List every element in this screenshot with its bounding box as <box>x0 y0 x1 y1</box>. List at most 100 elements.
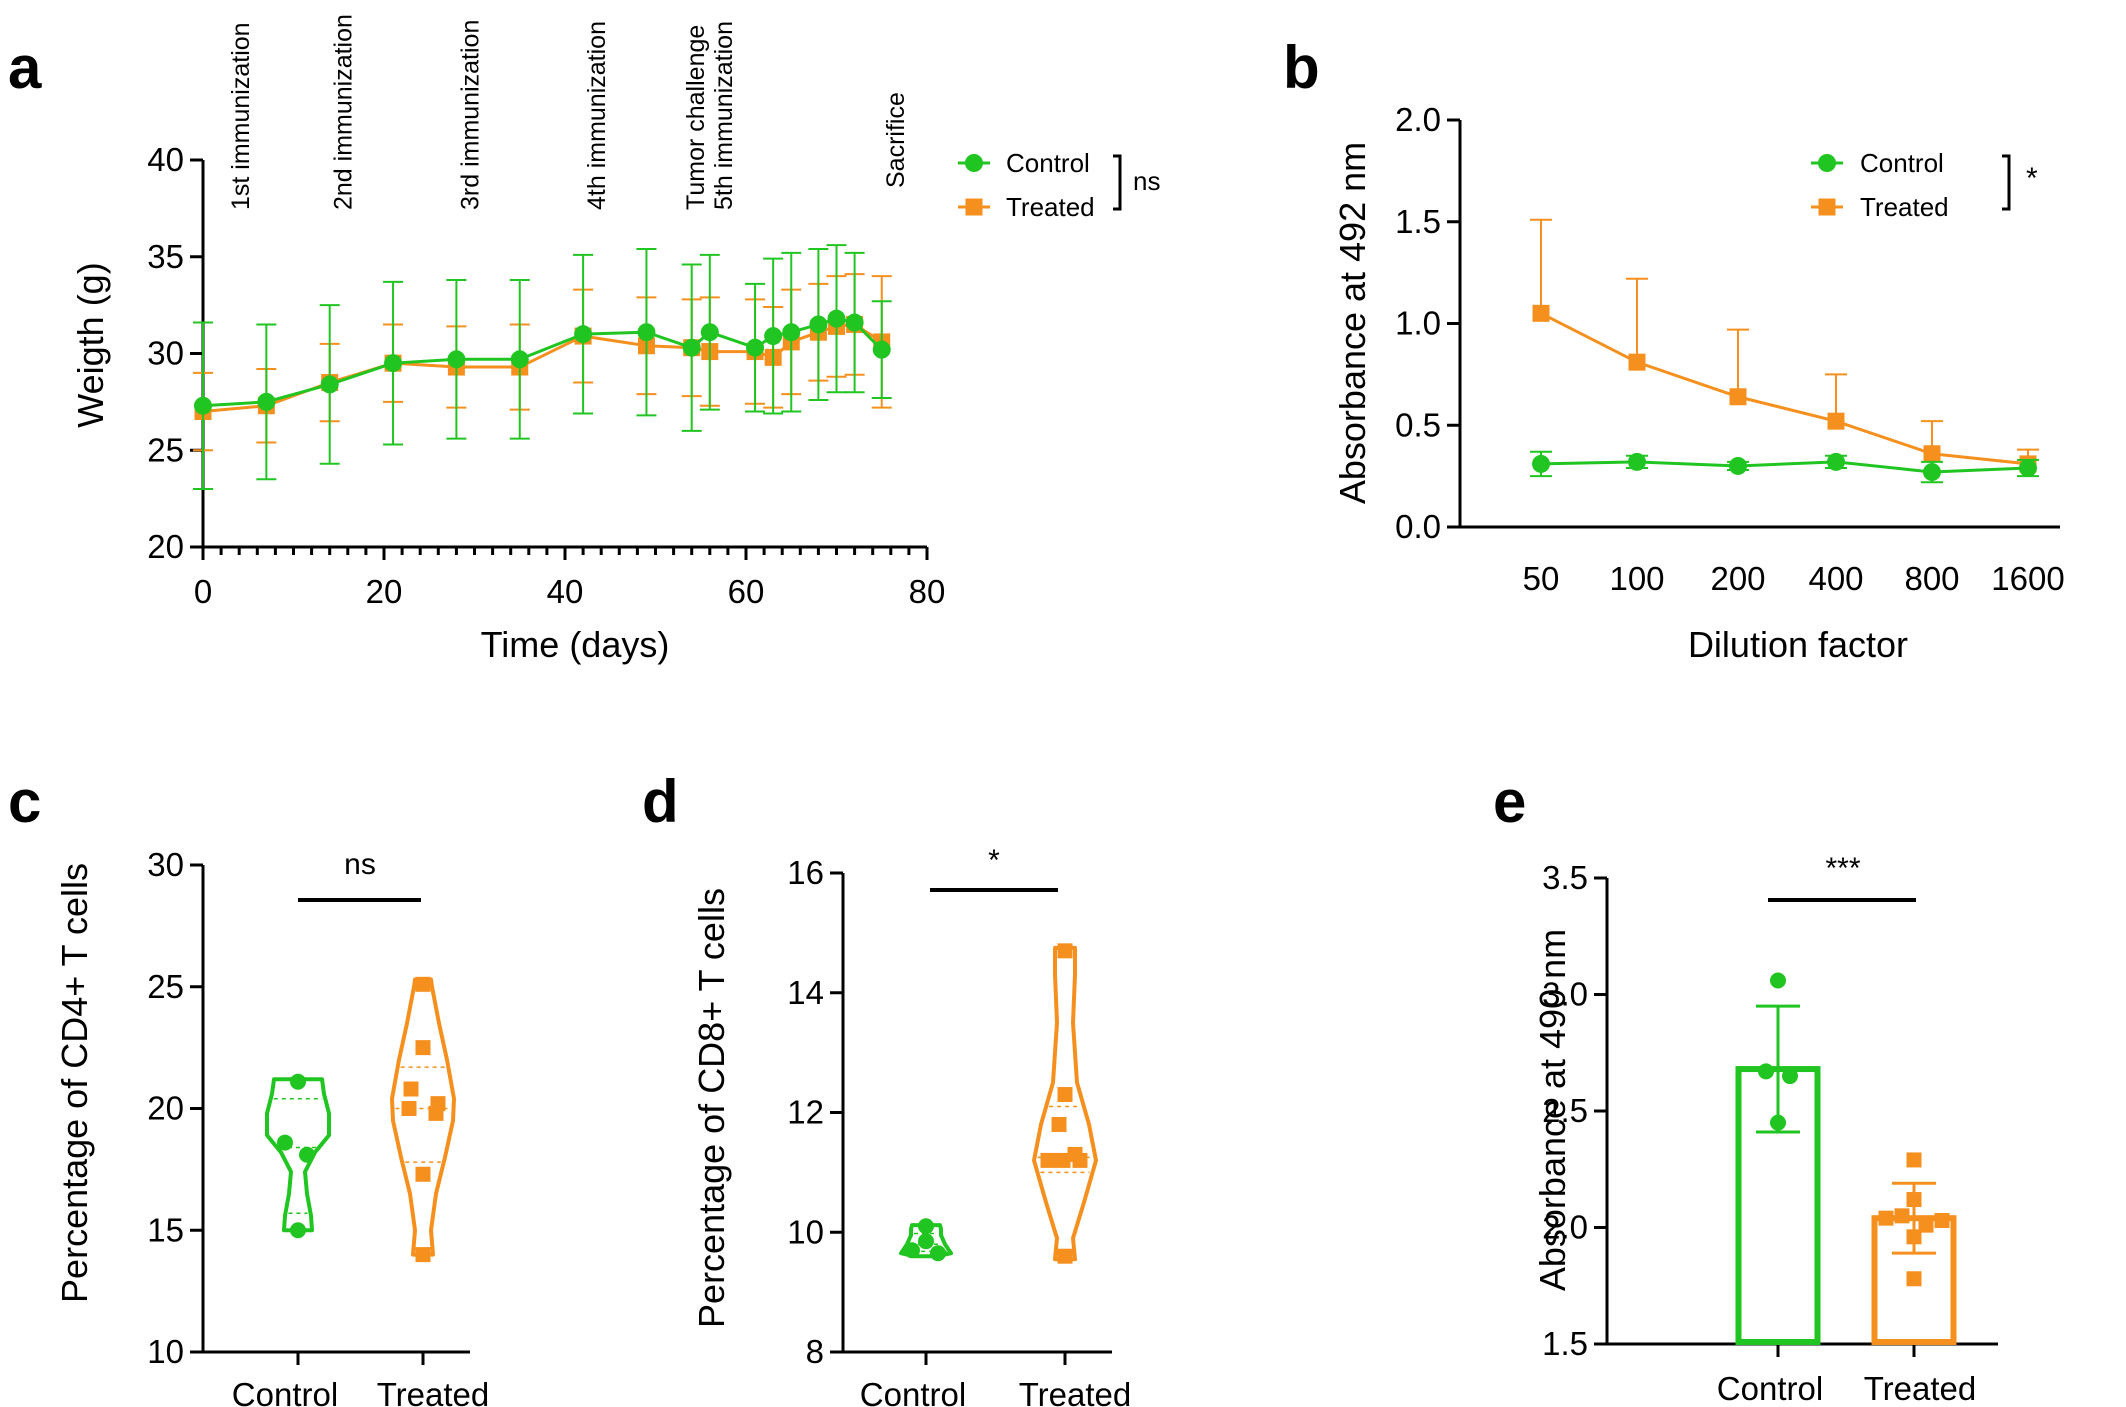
data-point <box>1827 412 1845 430</box>
panel-letter-b: b <box>1283 34 1320 101</box>
data-point <box>257 392 276 411</box>
data-point <box>447 350 466 369</box>
x-tick-label: 50 <box>1523 560 1560 597</box>
y-axis-label: Weigth (g) <box>70 262 111 427</box>
panel-b-chart: b 0.0 0.5 1.0 1.5 2.0 50 100 200 400 800 1600 Diluti… <box>1283 34 2065 665</box>
event-annotation: 4th immunization <box>583 21 611 210</box>
significance-label: * <box>2026 162 2038 195</box>
data-point <box>904 1242 920 1259</box>
y-tick-label: 35 <box>147 238 184 275</box>
data-point <box>1532 304 1550 322</box>
series-control <box>1530 450 2039 484</box>
panel-d-chart: d 8 10 12 14 16 Control Treated Percentage of CD… <box>642 768 1131 1407</box>
x-tick-label: 200 <box>1710 560 1765 597</box>
y-tick-label: 14 <box>787 974 824 1011</box>
y-tick-label: 20 <box>147 1090 184 1127</box>
data-point <box>1729 388 1747 406</box>
legend-label-control: Control <box>1006 148 1090 178</box>
event-annotation: 3rd immunization <box>456 20 484 210</box>
x-tick-label: 800 <box>1904 560 1959 597</box>
y-tick-label: 0.5 <box>1395 406 1441 443</box>
data-point <box>415 1247 431 1263</box>
bar-treated <box>1871 1152 1957 1346</box>
y-tick-label: 2.5 <box>1542 1092 1588 1129</box>
panel-letter-c: c <box>8 768 41 835</box>
y-tick-label: 20 <box>147 528 184 565</box>
panel-a-chart: a 20 25 30 35 40 0 20 40 60 80 Time (days) Weigth (g… <box>8 14 1160 665</box>
x-tick-label: 80 <box>909 573 946 610</box>
data-point <box>700 323 719 342</box>
significance-label: ns <box>344 848 376 881</box>
data-point <box>1934 1213 1950 1229</box>
panel-c-chart: c 10 15 20 25 30 Control Treated Percentage of C… <box>8 768 489 1407</box>
legend-marker-control <box>1818 154 1836 172</box>
data-point <box>194 396 212 415</box>
data-point <box>1072 1152 1088 1168</box>
data-point <box>827 309 846 328</box>
data-point <box>2019 458 2037 477</box>
data-point <box>384 354 403 373</box>
y-tick-label: 12 <box>787 1094 824 1131</box>
y-axis-label: Absorbance at 492 nm <box>1332 142 1373 504</box>
data-point <box>415 1166 431 1182</box>
data-point <box>1770 1114 1786 1131</box>
x-tick-label: Treated <box>1864 1370 1977 1407</box>
panel-letter-d: d <box>642 768 679 835</box>
violin-outline <box>1032 945 1098 1262</box>
data-point <box>1628 452 1646 471</box>
legend: Control Treated ns <box>958 148 1160 222</box>
data-point <box>845 313 864 332</box>
x-tick-label: Control <box>232 1376 338 1407</box>
data-point <box>290 1073 306 1090</box>
y-tick-label: 30 <box>147 335 184 372</box>
legend: Control Treated * <box>1811 148 2038 222</box>
data-point <box>746 338 765 357</box>
legend-marker-treated <box>1818 198 1836 216</box>
y-tick-label: 0.0 <box>1395 508 1441 545</box>
data-point <box>872 340 891 359</box>
data-point <box>401 1101 417 1116</box>
data-point <box>1878 1210 1894 1226</box>
y-tick-label: 2.0 <box>1395 101 1441 138</box>
data-point <box>1729 456 1747 475</box>
y-tick-label: 10 <box>787 1213 824 1250</box>
legend-label-treated: Treated <box>1006 192 1095 222</box>
bar-control <box>1735 972 1821 1346</box>
y-axis-label: Absorbance at 490 nm <box>1532 929 1573 1291</box>
x-tick-label: 60 <box>728 573 765 610</box>
data-point <box>1782 1068 1798 1085</box>
y-tick-label: 40 <box>147 141 184 178</box>
data-point <box>299 1146 315 1163</box>
event-annotation: Tumor challenge <box>682 25 710 210</box>
data-point <box>1758 1063 1774 1080</box>
data-point <box>1057 1087 1073 1103</box>
y-tick-label: 1.5 <box>1542 1325 1588 1362</box>
series-treated <box>193 273 892 452</box>
series-control <box>193 244 892 490</box>
violin-treated <box>390 976 456 1263</box>
data-point <box>1770 972 1786 989</box>
significance-label: * <box>988 844 1000 877</box>
event-annotation: Sacrifice <box>882 92 910 188</box>
data-point <box>1906 1271 1922 1287</box>
series-treated <box>1530 218 2039 473</box>
y-tick-label: 25 <box>147 431 184 468</box>
x-tick-label: Treated <box>1019 1376 1132 1407</box>
data-point <box>1906 1229 1922 1245</box>
data-point <box>290 1222 306 1239</box>
y-tick-label: 30 <box>147 846 184 883</box>
legend-marker-control <box>965 154 983 172</box>
x-tick-label: 0 <box>194 573 212 610</box>
event-annotation: 5th immunization <box>710 21 738 210</box>
legend-marker-treated <box>965 198 983 216</box>
x-tick-label: Control <box>1717 1370 1823 1407</box>
data-point <box>1894 1208 1910 1224</box>
panel-e-chart: e 1.5 2.0 2.5 3.0 3.5 Control Treated Absorbance… <box>1493 768 1998 1407</box>
y-tick-label: 25 <box>147 968 184 1005</box>
x-tick-label: 20 <box>366 573 403 610</box>
legend-bracket <box>1113 154 1122 211</box>
data-point <box>415 1040 431 1056</box>
data-point <box>1918 1217 1934 1233</box>
x-tick-label: 400 <box>1808 560 1863 597</box>
data-point <box>415 976 431 992</box>
